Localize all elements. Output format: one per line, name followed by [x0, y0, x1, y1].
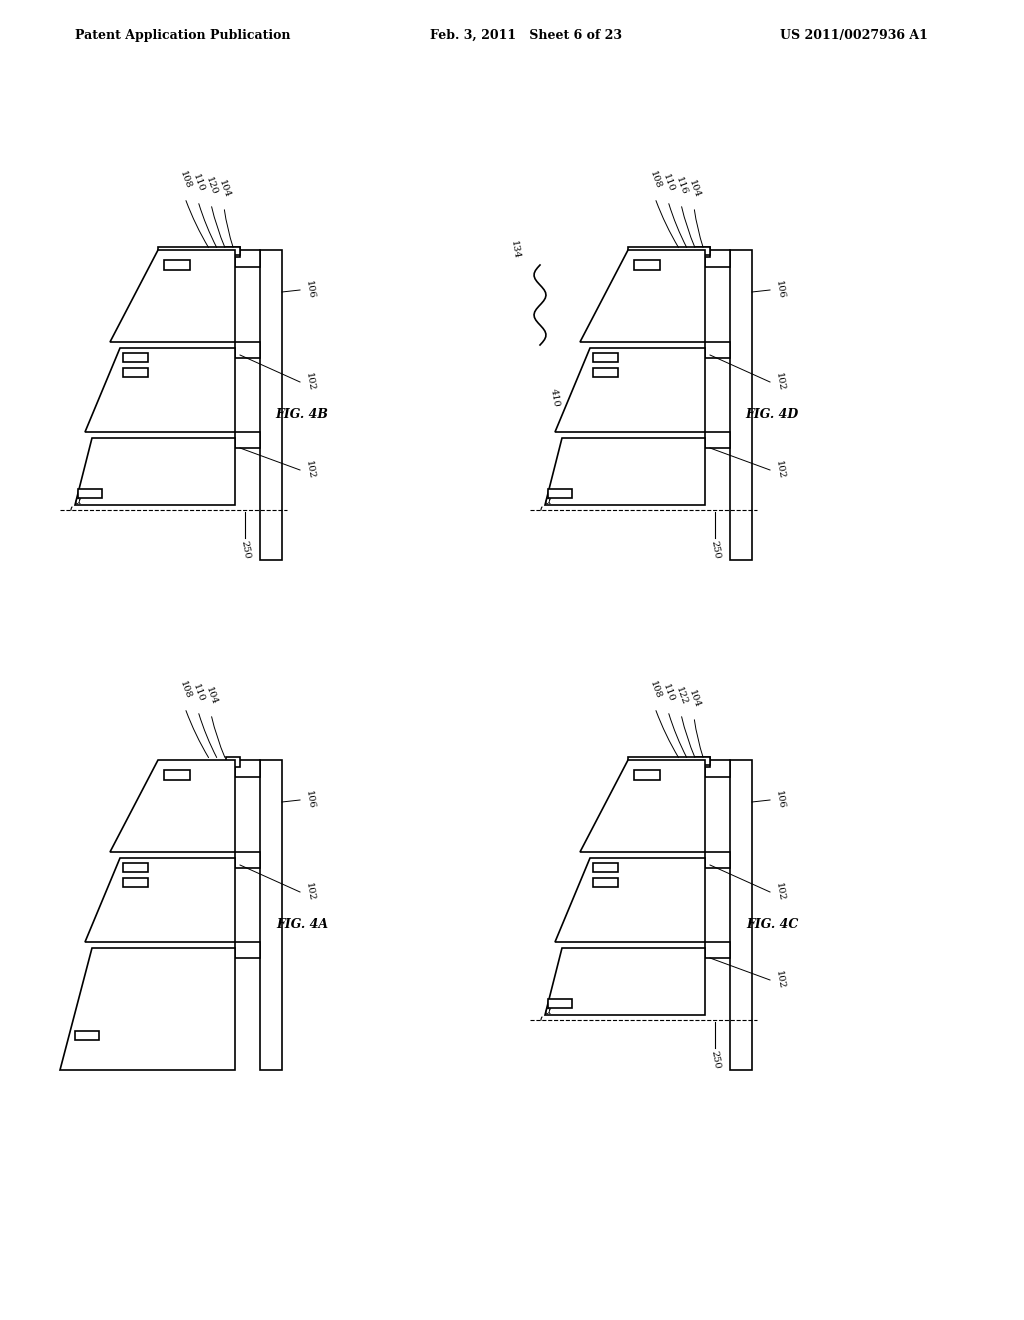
Bar [634, 260, 660, 271]
Polygon shape [110, 249, 234, 342]
Polygon shape [85, 348, 234, 432]
Bar [78, 488, 102, 498]
Bar [123, 878, 148, 887]
Text: 102: 102 [304, 461, 316, 480]
Text: 104: 104 [204, 685, 218, 706]
Text: 106: 106 [304, 791, 316, 810]
Text: $\alpha$: $\alpha$ [544, 496, 552, 506]
Bar [628, 756, 710, 766]
Text: FIG. 4B: FIG. 4B [275, 408, 329, 421]
Text: 104: 104 [217, 178, 231, 199]
Text: 250: 250 [239, 540, 251, 560]
Text: $\alpha$: $\alpha$ [544, 1006, 552, 1016]
Bar [696, 756, 710, 767]
Text: Patent Application Publication: Patent Application Publication [75, 29, 291, 41]
Text: $\alpha$: $\alpha$ [74, 496, 82, 506]
Polygon shape [580, 760, 705, 851]
Text: 108: 108 [177, 169, 193, 190]
Text: 102: 102 [774, 461, 786, 480]
Text: 104: 104 [686, 178, 701, 199]
Bar [260, 249, 282, 560]
Polygon shape [85, 858, 234, 942]
Bar [260, 760, 282, 1071]
Polygon shape [580, 249, 705, 342]
Text: Feb. 3, 2011   Sheet 6 of 23: Feb. 3, 2011 Sheet 6 of 23 [430, 29, 622, 41]
Bar [226, 247, 240, 257]
Polygon shape [545, 438, 705, 506]
Polygon shape [75, 438, 234, 506]
Text: 110: 110 [660, 682, 676, 704]
Polygon shape [545, 948, 705, 1015]
Bar [123, 368, 148, 378]
Text: 116: 116 [674, 176, 688, 195]
Polygon shape [60, 948, 234, 1071]
Bar [705, 432, 730, 447]
Polygon shape [555, 348, 705, 432]
Bar [730, 760, 752, 1071]
Bar [730, 249, 752, 560]
Bar [634, 770, 660, 780]
Text: 110: 110 [660, 173, 676, 193]
Bar [234, 942, 260, 958]
Text: 102: 102 [304, 882, 316, 902]
Text: 102: 102 [774, 970, 786, 990]
Text: 108: 108 [647, 169, 663, 190]
Text: 120: 120 [204, 176, 218, 195]
Bar [158, 247, 240, 255]
Bar [705, 851, 730, 869]
Bar [593, 863, 618, 873]
Bar [234, 760, 260, 777]
Text: 102: 102 [304, 372, 316, 392]
Bar [164, 260, 190, 271]
Bar [705, 760, 730, 777]
Bar [705, 249, 730, 267]
Bar [123, 863, 148, 873]
Text: 104: 104 [686, 689, 701, 709]
Text: 110: 110 [190, 682, 206, 704]
Bar [593, 878, 618, 887]
Bar [234, 432, 260, 447]
Bar [548, 999, 572, 1008]
Text: 122: 122 [674, 685, 688, 706]
Bar [234, 342, 260, 358]
Bar [705, 942, 730, 958]
Text: US 2011/0027936 A1: US 2011/0027936 A1 [780, 29, 928, 41]
Text: 106: 106 [774, 791, 786, 810]
Text: 110: 110 [190, 173, 206, 193]
Bar [705, 342, 730, 358]
Text: 108: 108 [647, 680, 663, 700]
Text: 250: 250 [709, 540, 721, 560]
Text: FIG. 4C: FIG. 4C [745, 919, 798, 932]
Text: 106: 106 [304, 280, 316, 300]
Text: 410: 410 [549, 388, 561, 408]
Bar [226, 756, 240, 767]
Text: 134: 134 [509, 240, 521, 260]
Text: 102: 102 [774, 372, 786, 392]
Bar [234, 249, 260, 267]
Bar [696, 247, 710, 257]
Bar [593, 368, 618, 378]
Text: 106: 106 [774, 280, 786, 300]
Text: 250: 250 [709, 1051, 721, 1071]
Text: 108: 108 [177, 680, 193, 700]
Bar [164, 770, 190, 780]
Bar [593, 352, 618, 362]
Text: FIG. 4D: FIG. 4D [745, 408, 799, 421]
Bar [123, 352, 148, 362]
Bar [234, 851, 260, 869]
Text: FIG. 4A: FIG. 4A [275, 919, 328, 932]
Bar [628, 247, 710, 255]
Bar [548, 488, 572, 498]
Polygon shape [555, 858, 705, 942]
Polygon shape [110, 760, 234, 851]
Bar [75, 1031, 99, 1040]
Text: 102: 102 [774, 882, 786, 902]
